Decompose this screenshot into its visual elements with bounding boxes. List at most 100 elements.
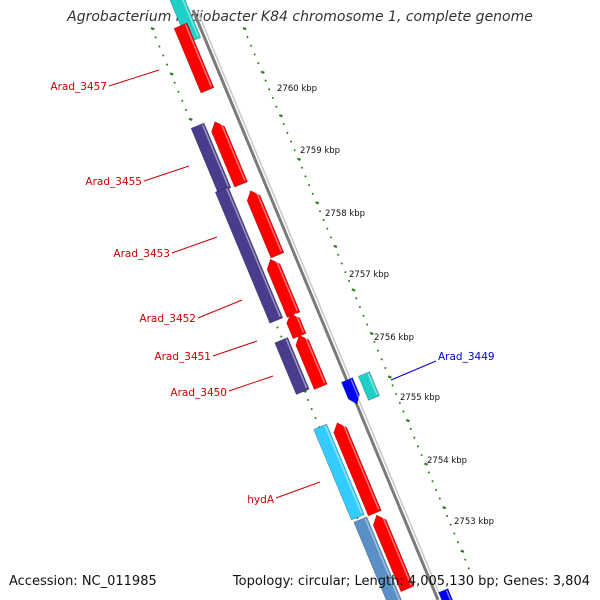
outer-tick-mark	[249, 44, 253, 47]
gene-label: Arad_3457	[50, 81, 107, 93]
outer-tick-mark	[366, 323, 369, 326]
gene-label-leader	[212, 340, 258, 357]
gene-label-leader	[275, 481, 321, 499]
outer-tick-mark	[355, 297, 358, 300]
inner-tick-mark	[154, 36, 157, 39]
gene-arad-3457-shine	[184, 24, 212, 87]
gene-arad-3449	[358, 371, 380, 401]
inner-tick-mark	[188, 117, 193, 121]
outer-tick-mark	[405, 418, 410, 423]
gene-bottom-blue-shape	[438, 588, 454, 600]
outer-tick-mark	[322, 218, 325, 222]
gene-red-1-shine	[219, 120, 246, 181]
outer-tick-mark	[424, 462, 429, 466]
outer-tick-mark	[362, 314, 365, 317]
gene-label: Arad_3451	[154, 351, 211, 363]
outer-tick-mark	[253, 53, 256, 56]
outer-tick-mark	[271, 96, 274, 100]
gene-red-1-shape	[211, 121, 248, 188]
gene-arad-3451-shine	[285, 338, 308, 389]
outer-tick-mark	[340, 262, 343, 265]
outer-tick-mark	[420, 453, 423, 457]
gene-red-3-shape	[266, 258, 301, 318]
outer-tick-mark	[246, 35, 249, 39]
accession-text: Accession: NC_011985	[9, 574, 157, 589]
gene-arad-3457-shape	[173, 22, 215, 94]
scale-label: 2754 kbp	[427, 456, 467, 466]
scale-labels: 2760 kbp 2759 kbp 2758 kbp 2757 kbp 2756 kbp…	[277, 84, 494, 527]
gene-steel	[353, 516, 403, 600]
gene-label: Arad_3455	[85, 176, 142, 188]
gene-arad-3453-shape	[214, 186, 284, 324]
gene-blue	[341, 377, 361, 405]
outer-tick-mark	[449, 523, 452, 526]
outer-tick-mark	[344, 271, 347, 274]
tick-tracks	[150, 26, 470, 592]
backbone-highlight	[196, 9, 443, 600]
outer-tick-mark	[413, 436, 416, 439]
outer-tick-mark	[395, 392, 398, 396]
outer-tick-mark	[315, 201, 320, 205]
gene-top-teal-shine	[180, 0, 199, 37]
outer-tick-mark	[278, 114, 283, 118]
gene-red-2	[246, 189, 285, 259]
outer-tick-mark	[373, 340, 376, 344]
outer-tick-mark	[311, 192, 314, 195]
outer-tick-mark	[318, 210, 322, 213]
outer-tick-mark	[376, 349, 380, 352]
genome-summary-text: Topology: circular; Length: 4,005,130 bp…	[232, 574, 590, 589]
inner-tick-mark	[169, 72, 174, 76]
outer-tick-mark	[326, 227, 329, 230]
outer-tick-mark	[347, 279, 351, 283]
gene-hyda-shape	[313, 423, 365, 521]
gene-arad-3457	[173, 22, 215, 94]
inner-tick-mark	[150, 26, 155, 31]
gene-label: Arad_3453	[113, 248, 170, 260]
outer-tick-mark	[456, 541, 460, 544]
outer-tick-mark	[260, 70, 265, 74]
scale-label: 2760 kbp	[277, 84, 317, 94]
outer-tick-mark	[329, 236, 333, 239]
gene-label: Arad_3450	[170, 387, 227, 399]
gene-red-4-shine	[294, 312, 305, 333]
outer-tick-mark	[268, 88, 271, 91]
gene-steel-shape	[353, 516, 403, 600]
gene-red-7	[372, 513, 415, 593]
gene-features	[168, 0, 454, 600]
gene-arad-3455-shine	[201, 124, 229, 187]
gene-red-3	[266, 258, 301, 318]
gene-red-6-shine	[341, 421, 380, 510]
gene-label: Arad_3449	[438, 351, 495, 363]
outer-tick-mark	[445, 514, 449, 518]
outer-tick-mark	[453, 532, 456, 535]
outer-tick-mark	[337, 253, 340, 256]
gene-hyda	[313, 423, 365, 521]
outer-tick-mark	[460, 549, 465, 553]
scale-label: 2755 kbp	[400, 393, 440, 403]
outer-tick-mark	[431, 480, 434, 483]
gene-steel-shine	[364, 518, 401, 600]
outer-tick-mark	[289, 140, 293, 143]
gene-label-leader	[171, 236, 218, 254]
outer-tick-mark	[434, 488, 438, 492]
inner-tick-mark	[158, 45, 161, 48]
gene-arad-3449-shape	[358, 371, 380, 401]
outer-tick-mark	[264, 79, 267, 82]
outer-tick-mark	[427, 471, 431, 474]
scale-label: 2758 kbp	[325, 209, 365, 219]
inner-tick-mark	[280, 335, 283, 338]
outer-tick-mark	[257, 62, 260, 65]
outer-tick-mark	[384, 366, 387, 370]
outer-tick-mark	[464, 558, 467, 561]
inner-tick-mark	[181, 99, 184, 102]
gene-label-leader	[197, 299, 243, 319]
gene-arad-3449-shine	[367, 373, 378, 395]
outer-tick-mark	[358, 305, 362, 309]
outer-tick-mark	[369, 331, 374, 336]
outer-tick-mark	[402, 410, 405, 413]
inner-tick-mark	[184, 108, 188, 112]
gene-label-leader	[108, 69, 160, 87]
gene-blue-shine	[350, 379, 361, 401]
scale-label: 2753 kbp	[454, 517, 494, 527]
gene-red-6	[333, 421, 382, 517]
